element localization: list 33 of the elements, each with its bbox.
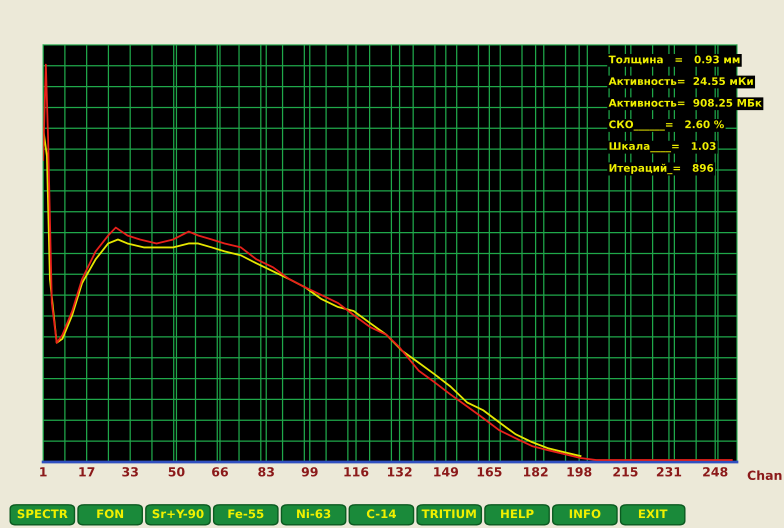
- x-tick-label: 1: [40, 467, 47, 476]
- text: SPECTR: [18, 509, 68, 518]
- annotation: Активность= 908.25 МБк: [608, 98, 762, 107]
- x-tick-label: 132: [388, 467, 412, 477]
- x-axis-title: Chan: [748, 470, 782, 480]
- annotation: СКО______= 2.60 %: [609, 120, 724, 131]
- x-tick-label: 33: [122, 467, 138, 477]
- text: HELP: [501, 509, 534, 518]
- x-tick-label: 83: [258, 467, 274, 477]
- x-tick-label: 198: [568, 467, 592, 477]
- text: EXIT: [638, 509, 668, 518]
- text: C-14: [366, 509, 396, 518]
- x-tick-label: 215: [613, 467, 638, 477]
- x-tick-label: 66: [212, 467, 228, 477]
- annotation: Итераций_= 896: [610, 164, 714, 174]
- annotation: Шкала____= 1.03: [610, 142, 716, 152]
- x-tick-label: 17: [79, 467, 94, 476]
- text: INFO: [570, 509, 600, 518]
- x-tick-label: 165: [478, 467, 502, 477]
- text: TRITIUM: [422, 509, 476, 518]
- text: Fe-55: [228, 509, 264, 518]
- text: Sr+Y-90: [152, 509, 204, 518]
- text: FON: [97, 509, 124, 518]
- x-tick-label: 248: [703, 467, 728, 477]
- x-tick-label: 116: [344, 467, 368, 477]
- text: Ni-63: [297, 509, 330, 518]
- x-tick-label: 149: [434, 467, 458, 477]
- annotation: Толщина = 0.93 мм: [608, 55, 740, 65]
- x-tick-label: 231: [656, 467, 682, 477]
- x-tick-label: 50: [168, 467, 185, 477]
- x-tick-label: 99: [302, 467, 318, 477]
- x-tick-label: 182: [524, 467, 548, 477]
- annotation: Активность= 24.55 мКи: [608, 77, 753, 86]
